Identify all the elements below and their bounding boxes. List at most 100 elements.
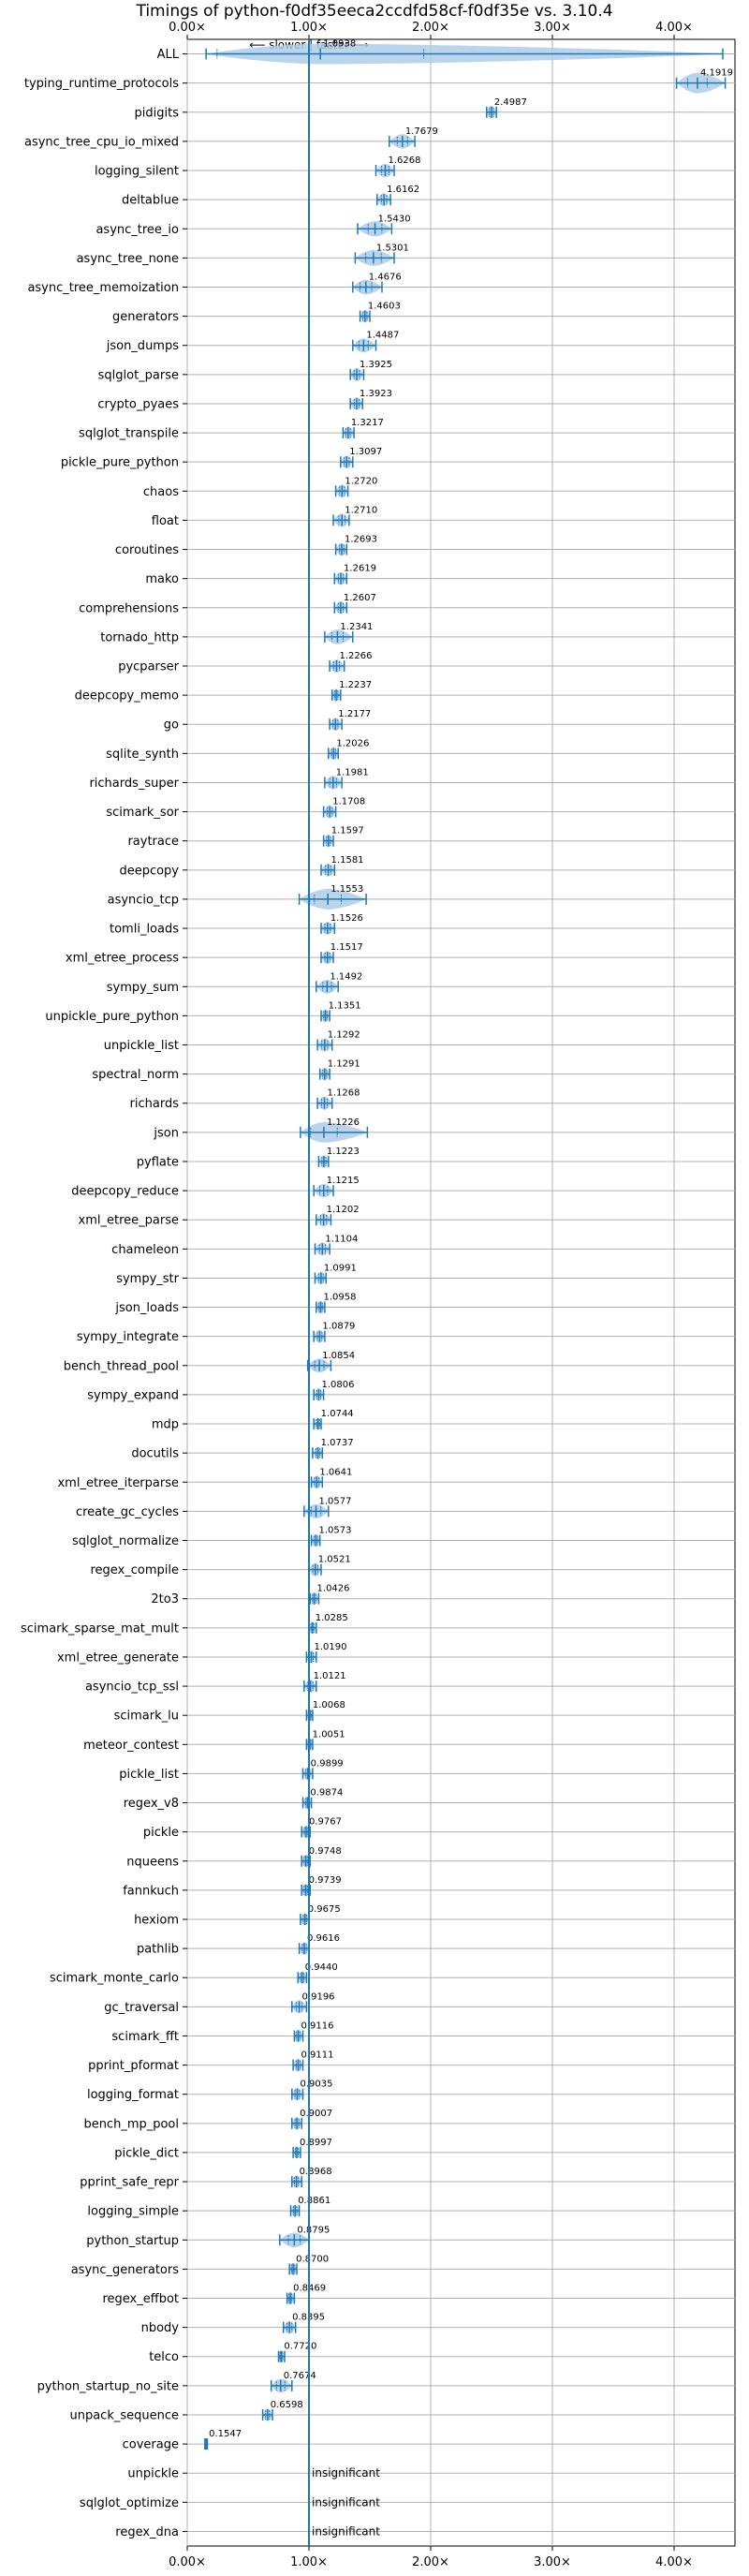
benchmark-label: pickle_pure_python (61, 456, 179, 470)
value-label: 1.1223 (327, 1147, 360, 1157)
value-label: 1.1581 (331, 855, 364, 866)
value-label: 1.1526 (330, 913, 363, 924)
x-tick-label-top: 2.00× (412, 21, 449, 35)
value-label: 1.0577 (319, 1496, 352, 1506)
value-label: 0.9767 (309, 1817, 342, 1828)
x-tick-label-bottom: 4.00× (655, 2555, 693, 2569)
value-label: 1.2026 (336, 738, 369, 748)
benchmark-label: scimark_sor (106, 806, 179, 820)
benchmark-label: pidigits (135, 106, 180, 120)
benchmark-label: tomli_loads (110, 923, 179, 937)
value-label: 1.0744 (321, 1409, 354, 1419)
benchmark-label: unpickle_list (104, 1039, 179, 1053)
benchmark-label: scimark_monte_carlo (50, 1972, 179, 1986)
value-label: 1.4603 (368, 302, 401, 312)
benchmark-label: sqlglot_parse (98, 368, 179, 382)
value-label: 0.9111 (301, 2050, 333, 2061)
benchmark-label: chameleon (111, 1243, 179, 1257)
benchmark-label: python_startup_no_site (37, 2379, 179, 2393)
value-label: 0.9899 (311, 1758, 344, 1769)
value-label: 0.9675 (308, 1904, 341, 1915)
value-label: 1.0854 (322, 1351, 355, 1361)
value-label: 1.6162 (387, 185, 419, 195)
value-label: 2.4987 (494, 97, 527, 108)
value-label: 1.1708 (332, 797, 365, 807)
benchmark-label: tornado_http (100, 630, 179, 644)
x-tick-label-bottom: 2.00× (412, 2555, 449, 2569)
benchmark-label: pickle_list (119, 1768, 179, 1782)
benchmark-label: gc_traversal (104, 2001, 179, 2015)
benchmark-label: scimark_sparse_mat_mult (21, 1621, 179, 1636)
benchmark-label: sympy_sum (107, 981, 179, 995)
value-label: 0.8861 (298, 2196, 330, 2206)
value-label: 0.9739 (309, 1875, 342, 1886)
x-tick-label-top: 3.00× (534, 21, 571, 35)
value-label: 1.2177 (338, 709, 371, 719)
x-tick-label-bottom: 1.00× (290, 2555, 328, 2569)
benchmark-label: regex_v8 (124, 1797, 179, 1811)
benchmark-label: spectral_norm (92, 1068, 179, 1082)
benchmark-label: ALL (157, 48, 180, 62)
value-label: 1.0051 (313, 1729, 345, 1740)
value-label: 1.1492 (330, 971, 362, 982)
benchmark-label: mako (145, 572, 179, 586)
benchmark-label: async_generators (71, 2263, 180, 2277)
value-label: 1.0938 (323, 39, 356, 50)
value-label: 1.1268 (327, 1088, 360, 1099)
value-label: 1.2710 (345, 505, 377, 515)
benchmark-label: async_tree_memoization (27, 281, 179, 295)
value-label: 0.8968 (300, 2167, 332, 2177)
benchmark-label: xml_etree_generate (57, 1651, 179, 1665)
value-label: 0.1547 (209, 2429, 242, 2439)
value-label: 1.2619 (344, 564, 376, 574)
value-label: 1.0991 (324, 1263, 357, 1273)
value-label: 1.0806 (321, 1380, 354, 1390)
benchmark-label: regex_effbot (102, 2292, 179, 2306)
value-label: 1.2237 (339, 680, 372, 690)
value-label: 0.7674 (284, 2371, 316, 2381)
value-label: 1.0737 (321, 1438, 354, 1448)
value-label: 1.1351 (329, 1000, 361, 1011)
value-label: 1.0121 (314, 1671, 346, 1681)
benchmark-label: sqlglot_normalize (72, 1534, 179, 1548)
benchmark-label: scimark_lu (114, 1710, 179, 1724)
benchmark-label: regex_dna (115, 2525, 179, 2539)
value-label: 0.9874 (310, 1788, 343, 1799)
benchmark-label: unpickle_pure_python (45, 1010, 179, 1024)
benchmark-label: sympy_expand (87, 1388, 179, 1402)
benchmark-label: asyncio_tcp (108, 893, 179, 907)
benchmark-label: pprint_safe_repr (80, 2176, 179, 2190)
benchmark-label: xml_etree_process (66, 952, 179, 966)
x-tick-label-top: 0.00× (169, 21, 206, 35)
benchmark-label: coroutines (115, 543, 179, 557)
value-label: 1.1291 (328, 1059, 360, 1070)
benchmark-label: bench_thread_pool (64, 1359, 179, 1373)
value-label: 1.1597 (331, 826, 364, 836)
benchmark-label: 2to3 (151, 1592, 179, 1606)
value-label: 0.8997 (300, 2138, 332, 2148)
value-label: 1.4487 (366, 331, 399, 341)
benchmark-label: sqlite_synth (106, 748, 179, 762)
value-label: 0.9035 (300, 2080, 332, 2090)
benchmark-label: raytrace (127, 835, 179, 849)
value-label: 0.9196 (302, 1991, 335, 2002)
value-label: 1.0521 (318, 1555, 351, 1565)
benchmark-label: logging_simple (87, 2205, 179, 2219)
value-label: 1.5430 (378, 214, 411, 224)
benchmark-label: sqlglot_optimize (80, 2496, 179, 2510)
benchmark-label: pickle_dict (114, 2146, 179, 2160)
benchmark-label: json_dumps (106, 339, 179, 353)
benchmark-label: typing_runtime_protocols (24, 77, 179, 91)
benchmark-label: async_tree_none (77, 252, 179, 266)
benchmark-label: async_tree_io (95, 223, 179, 237)
value-label: 1.0190 (314, 1642, 346, 1652)
benchmark-label: unpickle (127, 2467, 179, 2481)
benchmark-label: deepcopy (119, 864, 179, 878)
value-label: 1.0958 (323, 1293, 356, 1303)
insignificant-label: insignificant (312, 2466, 380, 2480)
benchmark-label: bench_mp_pool (83, 2117, 179, 2131)
value-label: 1.5301 (376, 243, 409, 253)
benchmark-label: sympy_str (116, 1272, 179, 1286)
value-label: 1.3925 (360, 360, 392, 370)
value-label: 0.9440 (305, 1962, 338, 1973)
